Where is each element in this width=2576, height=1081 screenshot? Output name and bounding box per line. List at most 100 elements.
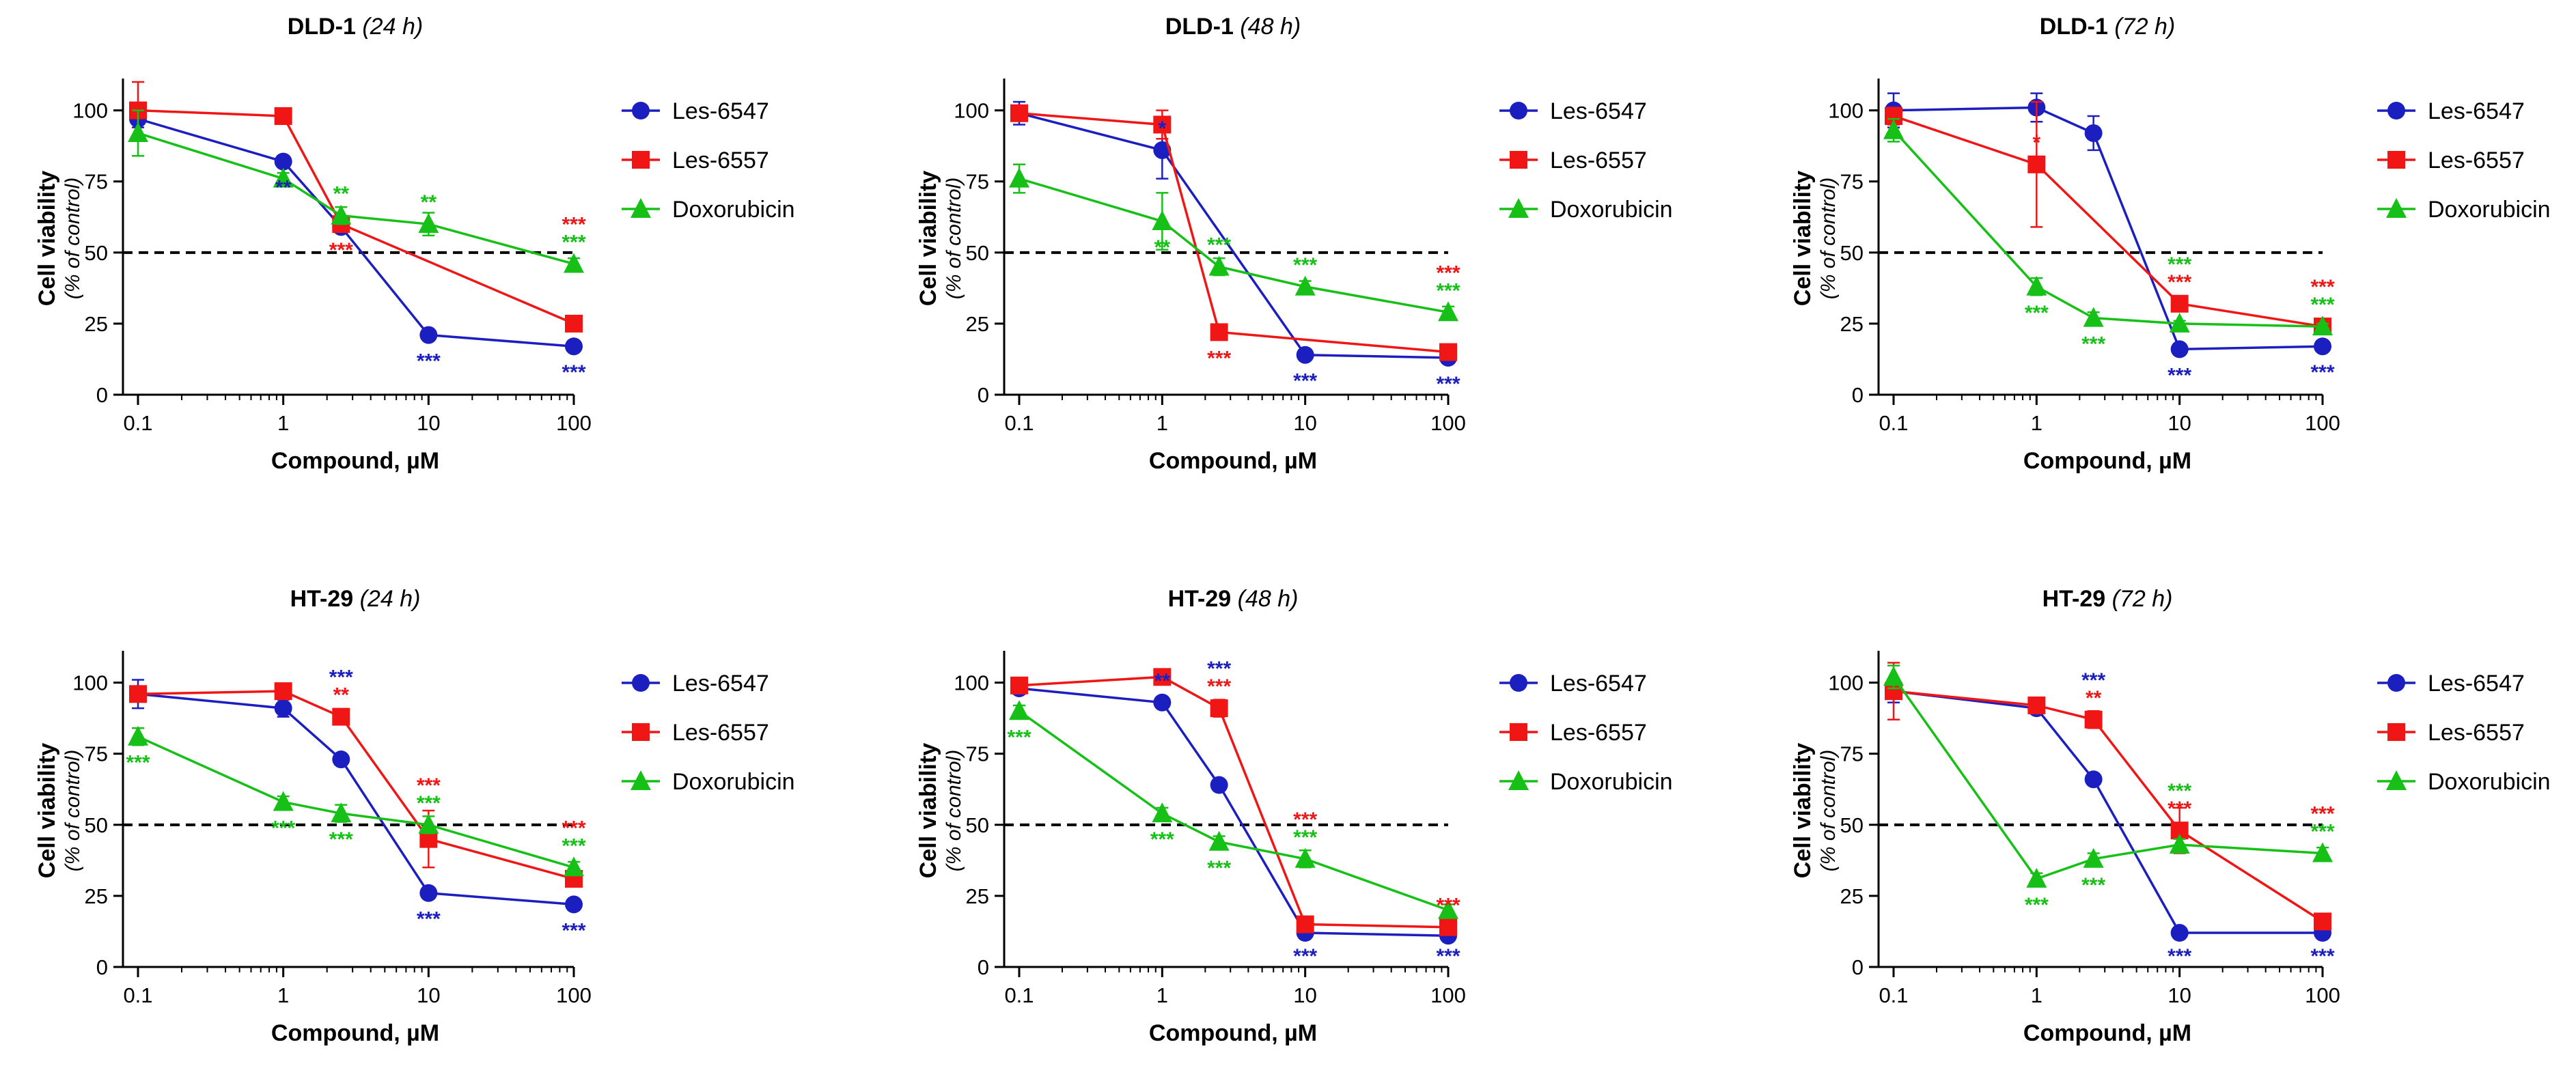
chart-title-cell-line: HT-29 <box>1168 586 1238 612</box>
legend-item: Les-6557 <box>622 720 769 746</box>
legend-marker <box>2386 770 2407 790</box>
data-point <box>565 314 583 333</box>
significance-marker: ** <box>275 177 292 199</box>
legend-marker <box>1508 770 1529 790</box>
legend-marker <box>632 674 650 692</box>
x-axis-label: Compound, µM <box>2023 448 2191 474</box>
data-point <box>1152 210 1173 231</box>
y-tick-label: 0 <box>96 955 108 979</box>
chart-title-time: (72 h) <box>2112 586 2173 612</box>
y-axis-label: Cell viability <box>34 171 60 306</box>
significance-marker: *** <box>562 919 585 942</box>
data-point <box>419 884 438 902</box>
chart-title-time: (72 h) <box>2114 14 2175 40</box>
data-point <box>128 122 148 142</box>
data-point <box>2169 833 2190 854</box>
data-point <box>1210 323 1228 341</box>
chart-title: HT-29 (24 h) <box>290 586 421 612</box>
chart-title-cell-line: DLD-1 <box>288 14 363 40</box>
legend-label: Les-6547 <box>672 671 769 697</box>
series-line <box>1019 687 1449 937</box>
data-point <box>1153 115 1172 134</box>
legend-label: Les-6547 <box>2428 98 2525 124</box>
legend-marker <box>2387 102 2405 120</box>
significance-marker: *** <box>2310 945 2334 968</box>
data-point <box>332 707 350 726</box>
chart-title: DLD-1 (72 h) <box>2040 14 2175 40</box>
legend-item: Les-6547 <box>2377 671 2525 697</box>
y-tick-label: 100 <box>1828 671 1864 695</box>
significance-marker: *** <box>2310 361 2334 384</box>
legend-label: Doxorubicin <box>672 197 795 223</box>
significance-marker: *** <box>1293 826 1317 849</box>
y-tick-label: 25 <box>966 884 989 908</box>
significance-marker: *** <box>2310 802 2334 825</box>
data-point <box>2027 696 2046 714</box>
legend-item: Les-6557 <box>2377 720 2525 746</box>
data-point <box>1296 915 1314 933</box>
significance-marker: *** <box>329 239 353 262</box>
x-tick-label: 1 <box>277 411 289 435</box>
legend-item: Les-6557 <box>1499 720 1647 746</box>
significance-marker: *** <box>126 752 150 774</box>
data-point <box>418 813 439 834</box>
data-point <box>1438 301 1458 322</box>
series-line <box>1019 112 1449 359</box>
y-tick-label: 0 <box>96 383 108 407</box>
y-tick-label: 25 <box>1840 884 1864 908</box>
y-axis-sublabel: (% of control) <box>943 178 965 299</box>
significance-marker: *** <box>2168 945 2191 968</box>
y-tick-label: 0 <box>978 383 989 407</box>
legend-item: Doxorubicin <box>2377 769 2551 795</box>
y-tick-label: 0 <box>978 955 989 979</box>
series-line <box>1019 675 1449 929</box>
x-tick-label: 10 <box>417 983 440 1007</box>
x-tick-label: 100 <box>556 983 592 1007</box>
data-point <box>273 167 294 188</box>
chart-title-time: (24 h) <box>362 14 423 40</box>
y-tick-label: 75 <box>85 170 108 194</box>
significance-marker: *** <box>1207 857 1231 880</box>
x-tick-label: 10 <box>417 411 440 435</box>
significance-marker: *** <box>1207 234 1231 257</box>
x-tick-label: 0.1 <box>1004 411 1034 435</box>
legend-item: Les-6547 <box>1499 671 1647 697</box>
legend-label: Les-6557 <box>672 148 769 173</box>
y-tick-label: 100 <box>1828 99 1864 123</box>
x-tick-label: 10 <box>2168 983 2191 1007</box>
data-point <box>2026 867 2047 888</box>
series-les-6557 <box>129 81 583 333</box>
legend-marker <box>2386 198 2407 218</box>
y-tick-label: 25 <box>85 884 108 908</box>
data-point <box>1294 847 1316 868</box>
legend-marker <box>631 198 651 218</box>
significance-marker: *** <box>1293 809 1317 831</box>
chart-panel: HT-29 (48 h) 0 25 50 75 100 0.1 1 10 100 Compound,… <box>915 586 1673 1046</box>
data-point <box>1009 167 1029 188</box>
significance-marker: ** <box>333 684 350 707</box>
y-axis-sublabel: (% of control) <box>61 178 84 299</box>
significance-marker: *** <box>2310 276 2334 298</box>
significance-marker: *** <box>271 817 295 840</box>
data-point <box>1210 699 1228 718</box>
series-doxorubicin <box>1009 700 1458 919</box>
x-tick-label: 10 <box>1293 983 1316 1007</box>
chart-panel: DLD-1 (24 h) 0 25 50 75 100 0.1 1 10 100 Compound,… <box>34 14 795 474</box>
significance-marker: *** <box>1207 347 1231 369</box>
x-tick-label: 0.1 <box>1004 983 1034 1007</box>
data-point <box>1294 275 1316 296</box>
y-tick-label: 50 <box>1840 813 1864 837</box>
significance-marker: ** <box>333 183 350 206</box>
significance-marker: *** <box>1436 262 1460 284</box>
data-point <box>1438 899 1458 919</box>
significance-marker: *** <box>2081 874 2105 897</box>
significance-marker: *** <box>2168 798 2191 820</box>
data-point <box>565 337 583 356</box>
legend-label: Les-6547 <box>2428 671 2525 697</box>
x-tick-label: 0.1 <box>123 983 152 1007</box>
chart-panel: DLD-1 (72 h) 0 25 50 75 100 0.1 1 10 100 Compound,… <box>1790 14 2551 474</box>
series-les-6557 <box>1885 662 2331 931</box>
y-tick-label: 50 <box>1840 241 1864 265</box>
x-axis-label: Compound, µM <box>1149 1020 1317 1046</box>
